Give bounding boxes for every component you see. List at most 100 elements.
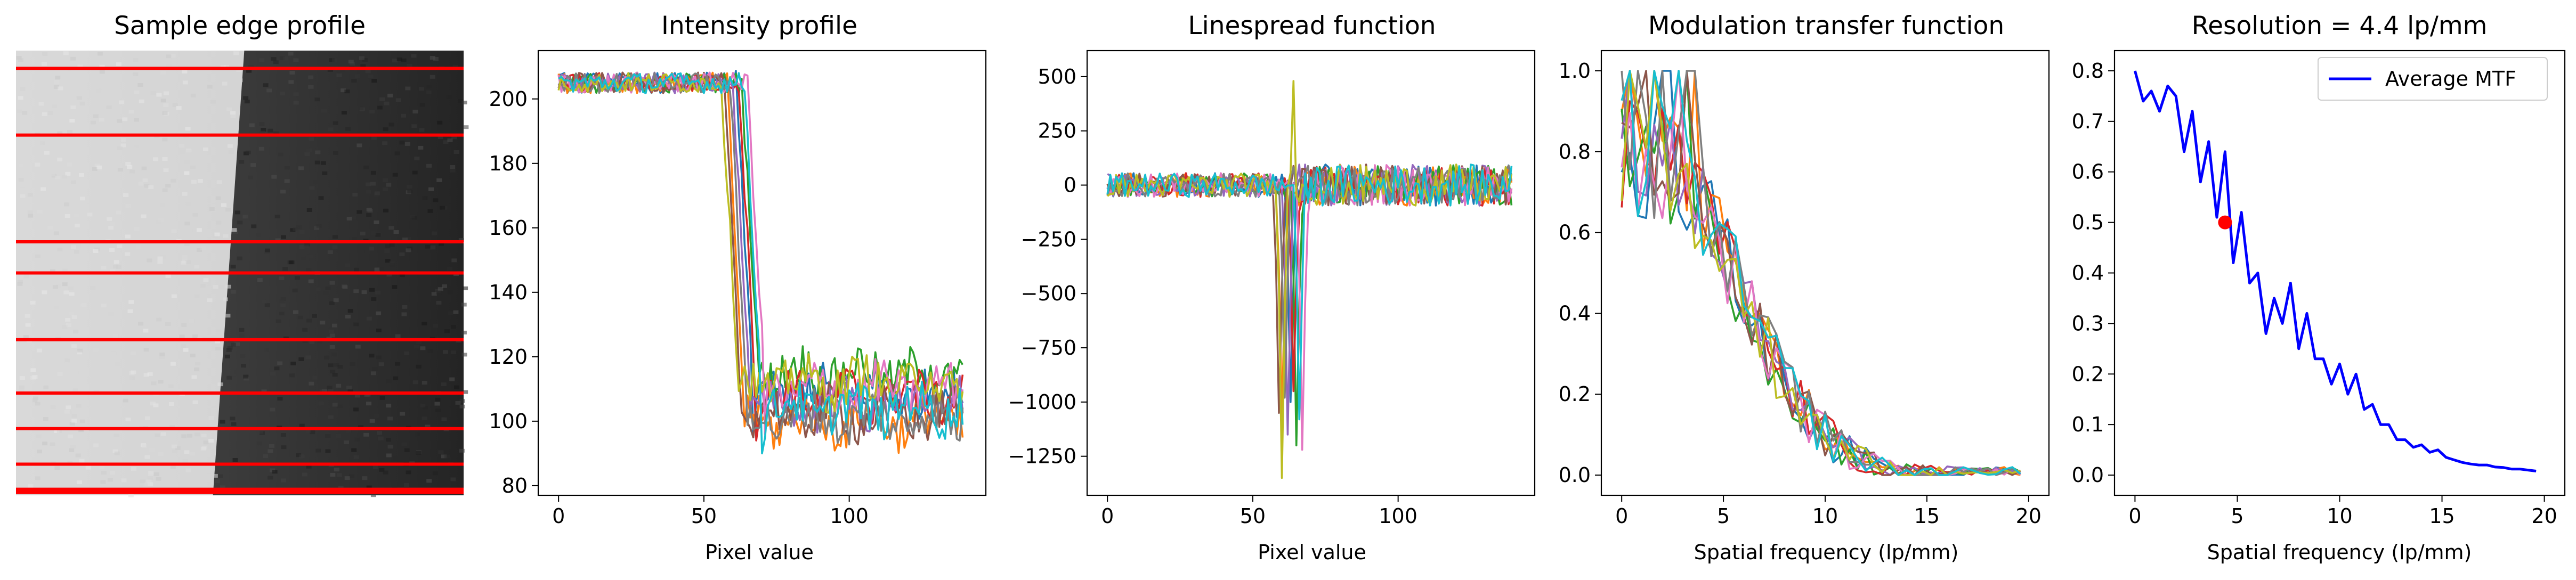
edge-texture [281,235,286,239]
edge-texture [134,227,140,231]
edge-texture [93,249,99,253]
edge-texture [194,432,200,437]
edge-texture [270,372,276,376]
edge-texture [134,90,140,94]
edge-texture [261,389,267,394]
edge-texture [367,209,373,213]
edge-texture [271,175,277,179]
edge-texture [250,163,256,167]
edge-texture [411,342,417,346]
edge-texture [180,150,185,154]
edge-texture [245,150,251,154]
edge-texture [75,453,81,458]
edge-texture [450,350,456,355]
y-tick-label: −500 [1021,282,1076,305]
edge-texture [310,430,315,435]
edge-texture [18,178,24,182]
edge-texture [355,345,361,349]
edge-texture [401,442,407,446]
x-tick-label: 0 [1615,504,1628,528]
edge-texture [385,259,391,263]
edge-texture [181,323,187,327]
edge-texture [293,58,299,62]
edge-texture [121,138,127,142]
edge-texture [55,175,61,179]
intensity-series-line [558,72,964,455]
x-tick-label: 10 [1812,504,1838,528]
edge-texture [382,141,388,145]
edge-texture [162,157,168,161]
edge-texture [99,118,104,122]
mtf-xlabel: Spatial frequency (lp/mm) [1694,541,1959,564]
y-tick-label: 0.3 [2072,312,2104,335]
edge-texture [93,348,99,352]
edge-texture [357,210,362,214]
edge-texture [459,399,465,403]
edge-texture [184,450,190,454]
edge-texture [216,328,222,332]
edge-texture [426,164,432,168]
edge-texture [382,187,388,192]
edge-texture [345,263,351,267]
edge-texture [263,83,269,87]
edge-texture [427,349,433,353]
edge-texture [16,56,22,60]
x-tick-label: 15 [1914,504,1940,528]
edge-texture [362,58,368,62]
edge-texture [171,229,177,233]
edge-texture [191,375,197,379]
edge-texture [99,70,105,74]
mtf-plot-area: 0 5 10 15 20 0.0 0.2 0.4 0.6 0.8 1.0 [1559,50,2050,528]
edge-texture [215,347,221,351]
edge-texture [71,344,77,348]
edge-texture [108,226,114,230]
edge-texture [70,56,76,61]
edge-texture [461,353,467,357]
edge-texture [225,208,231,212]
edge-texture [22,111,28,115]
edge-texture [360,64,366,68]
edge-texture [259,122,265,126]
edge-texture [155,433,160,437]
edge-texture [373,465,378,469]
edge-texture [452,64,458,69]
edge-texture [30,368,36,372]
edge-texture [430,75,435,79]
edge-texture [18,58,23,62]
y-tick-label: 500 [1038,65,1076,88]
edge-texture [117,146,123,150]
mtf-series-line [1621,70,2021,476]
edge-texture [412,170,418,175]
edge-texture [43,385,49,389]
linespread-series-line [1107,80,1513,479]
edge-texture [42,112,47,116]
linespread-series-line [1106,164,1513,451]
edge-texture [321,108,327,112]
edge-texture [449,377,455,381]
edge-texture [268,128,273,133]
edge-texture [422,322,427,325]
edge-texture [315,448,321,453]
mtf-series-line [1621,70,2021,476]
edge-texture [399,273,405,277]
edge-texture [162,137,168,142]
edge-texture [148,471,154,475]
edge-texture [416,364,422,369]
edge-texture [461,101,467,104]
edge-texture [30,477,36,481]
edge-texture [336,473,342,477]
edge-texture [232,230,238,234]
edge-texture [54,305,60,309]
edge-texture [226,348,232,352]
edge-texture [463,286,468,290]
edge-texture [168,384,174,388]
edge-texture [387,416,393,421]
edge-texture [18,280,23,284]
edge-texture [146,479,152,484]
edge-texture [20,194,26,198]
edge-texture [297,315,303,320]
legend: Average MTF [2318,57,2548,101]
mtf-series-line [1621,70,2021,476]
edge-texture [52,285,58,289]
edge-texture [190,354,196,357]
